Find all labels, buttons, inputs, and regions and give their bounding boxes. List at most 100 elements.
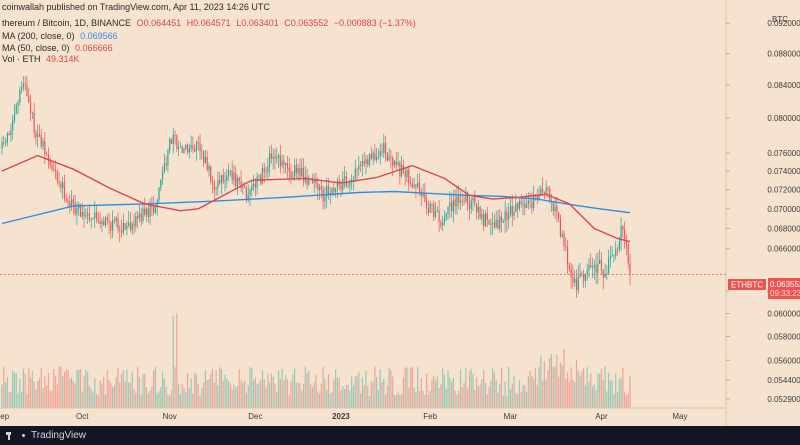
candle-body xyxy=(583,274,585,281)
candle-body xyxy=(69,202,71,207)
indicator-volume[interactable]: Vol · ETH 49.314K xyxy=(2,54,80,64)
candle-body xyxy=(270,153,272,159)
candle-body xyxy=(247,194,249,201)
volume-bar xyxy=(415,392,417,408)
candle-body xyxy=(267,166,269,173)
candle-body xyxy=(500,216,503,223)
candle-body xyxy=(481,213,483,219)
indicator-ma50[interactable]: MA (50, close, 0) 0.066666 xyxy=(2,43,113,53)
candle-body xyxy=(568,264,570,269)
volume-bar xyxy=(124,381,126,408)
volume-bar xyxy=(94,377,96,408)
candle-body xyxy=(90,219,92,221)
candle-body xyxy=(429,203,431,213)
candle-body xyxy=(15,105,17,114)
volume-bar xyxy=(326,390,328,408)
volume-bar xyxy=(417,366,419,408)
ohlc-close: C0.063552 xyxy=(284,18,328,28)
candle-body xyxy=(188,148,190,153)
candle-body xyxy=(549,188,551,202)
candle-body xyxy=(181,146,183,153)
volume-bar xyxy=(554,366,556,408)
candle-body xyxy=(203,150,205,163)
brand-label: TradingView xyxy=(31,430,87,441)
volume-bar xyxy=(227,380,230,408)
time-tick-label: May xyxy=(672,412,687,421)
candle-body xyxy=(97,219,99,222)
time-tick-label: Sep xyxy=(0,412,10,421)
volume-bar xyxy=(549,357,551,408)
candle-body xyxy=(401,165,403,177)
candle-body xyxy=(422,193,424,196)
volume-bar xyxy=(352,385,355,408)
candle-body xyxy=(117,217,119,230)
volume-bar xyxy=(338,377,340,408)
volume-bar xyxy=(99,380,101,408)
volume-bar xyxy=(452,378,454,408)
candle-body xyxy=(365,159,367,164)
volume-bar xyxy=(283,380,285,408)
candle-body xyxy=(245,188,248,201)
candle-body xyxy=(119,229,121,231)
volume-bar xyxy=(42,388,44,408)
candle-body xyxy=(347,185,349,187)
volume-bar xyxy=(504,381,506,408)
volume-bar xyxy=(493,371,496,408)
candle-body xyxy=(327,185,330,196)
volume-bar xyxy=(142,374,144,408)
candle-body xyxy=(208,166,210,171)
volume-bars xyxy=(1,313,631,408)
candle-body xyxy=(169,139,171,151)
volume-bar xyxy=(190,378,192,408)
candle-body xyxy=(172,135,174,144)
volume-bar xyxy=(88,385,91,408)
candle-body xyxy=(12,120,14,131)
volume-bar xyxy=(238,369,240,408)
price-tick-label: 0.056000 xyxy=(767,356,800,365)
volume-bar xyxy=(233,384,235,408)
price-tick-label: 0.072000 xyxy=(767,186,800,195)
volume-bar xyxy=(533,379,535,408)
price-tick-label: 0.058000 xyxy=(767,332,800,341)
volume-bar xyxy=(413,387,415,408)
candle-body xyxy=(588,265,590,271)
volume-bar xyxy=(302,383,305,408)
tradingview-logo[interactable]: TradingView xyxy=(6,430,86,441)
volume-bar xyxy=(258,382,260,408)
candle-body xyxy=(217,180,219,188)
volume-bar xyxy=(406,367,408,408)
candle-body xyxy=(106,217,108,220)
candle-body xyxy=(258,175,260,177)
volume-bar xyxy=(290,381,292,408)
candle-body xyxy=(565,245,567,247)
candle-body xyxy=(579,273,581,277)
candle-body xyxy=(293,164,296,177)
volume-bar xyxy=(22,368,25,408)
candle-body xyxy=(265,171,267,173)
volume-bar xyxy=(372,381,374,408)
volume-bar xyxy=(418,390,421,408)
candle-body xyxy=(559,218,562,237)
time-tick-label: Mar xyxy=(504,412,518,421)
volume-bar xyxy=(474,389,476,408)
candle-body xyxy=(458,196,460,203)
volume-bar xyxy=(575,360,578,408)
candle-body xyxy=(463,200,465,202)
volume-bar xyxy=(624,392,626,408)
volume-bar xyxy=(106,369,108,408)
candle-body xyxy=(586,270,588,274)
candle-body xyxy=(450,202,453,212)
candle-body xyxy=(38,134,41,136)
volume-bar xyxy=(318,393,321,408)
volume-bar xyxy=(618,378,620,408)
volume-bar xyxy=(574,382,576,408)
volume-bar xyxy=(144,373,146,408)
indicator-ma200[interactable]: MA (200, close, 0) 0.069566 xyxy=(2,31,118,41)
volume-bar xyxy=(449,377,451,408)
candle-body xyxy=(197,142,199,144)
volume-bar xyxy=(475,377,478,408)
price-tick-label: 0.054400 xyxy=(767,376,800,385)
volume-bar xyxy=(581,371,583,408)
candle-body xyxy=(206,156,208,171)
